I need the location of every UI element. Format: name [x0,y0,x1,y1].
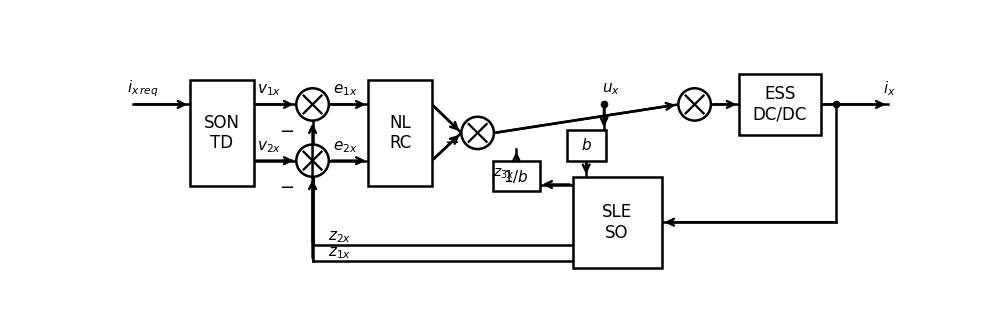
Bar [567,130,606,161]
Circle shape [461,117,494,149]
Bar [493,161,540,192]
Text: ESS
DC/DC: ESS DC/DC [753,85,807,124]
Bar [190,80,254,186]
Text: $z_{1x}$: $z_{1x}$ [328,245,351,261]
Bar [368,80,432,186]
Text: SLE
SO: SLE SO [602,203,632,241]
Text: NL
RC: NL RC [389,114,411,152]
Text: $-$: $-$ [279,177,295,195]
Text: SON
TD: SON TD [204,114,240,152]
Text: $e_{2x}$: $e_{2x}$ [333,140,358,155]
Text: $-$: $-$ [279,150,295,168]
Text: $u_x$: $u_x$ [602,81,620,97]
Text: $z_{3x}$: $z_{3x}$ [493,167,514,181]
Text: $b$: $b$ [581,137,592,153]
Bar [573,177,662,268]
Text: $e_{1x}$: $e_{1x}$ [333,83,358,98]
Text: $v_{2x}$: $v_{2x}$ [257,140,281,155]
Text: $z_{2x}$: $z_{2x}$ [328,229,351,245]
Text: $v_{1x}$: $v_{1x}$ [257,83,281,98]
Text: $-$: $-$ [444,132,460,150]
Circle shape [296,88,329,121]
Text: $1/b$: $1/b$ [503,168,529,184]
Circle shape [296,144,329,177]
Bar [739,74,821,135]
Text: $i_{x\,req}$: $i_{x\,req}$ [127,79,159,99]
Text: $i_x$: $i_x$ [883,80,896,98]
Circle shape [678,88,711,121]
Text: $-$: $-$ [279,121,295,139]
